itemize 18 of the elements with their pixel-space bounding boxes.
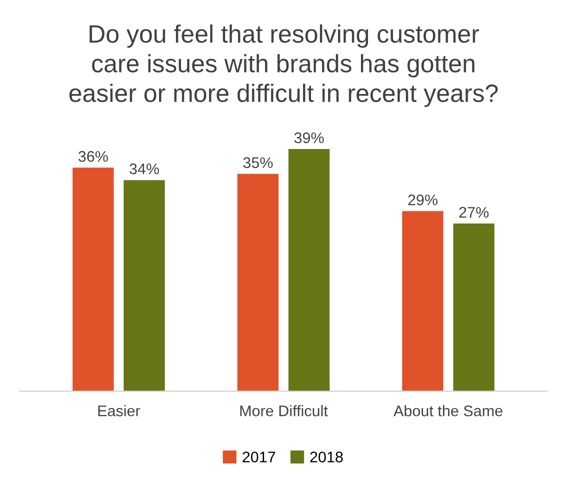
data-label: 27% bbox=[459, 206, 489, 218]
data-label: 29% bbox=[408, 194, 438, 206]
bar bbox=[237, 174, 279, 392]
bar bbox=[402, 211, 444, 392]
data-label: 35% bbox=[243, 157, 273, 168]
data-label: 34% bbox=[130, 163, 160, 174]
legend-label: 2017 bbox=[242, 452, 276, 462]
data-label: 36% bbox=[78, 151, 108, 162]
x-tick-label: About the Same bbox=[394, 405, 502, 416]
bar bbox=[453, 224, 494, 392]
x-tick-label: Easier bbox=[98, 405, 140, 416]
bar bbox=[72, 168, 114, 392]
bar bbox=[288, 149, 330, 392]
chart-title: Do you feel that resolving customer care issues with brands has gotten easier or more difficult in recent years? bbox=[69, 24, 498, 108]
bar bbox=[124, 180, 165, 392]
data-label: 39% bbox=[294, 132, 324, 144]
x-tick-label: More Difficult bbox=[240, 405, 328, 416]
legend-label: 2018 bbox=[310, 452, 343, 462]
